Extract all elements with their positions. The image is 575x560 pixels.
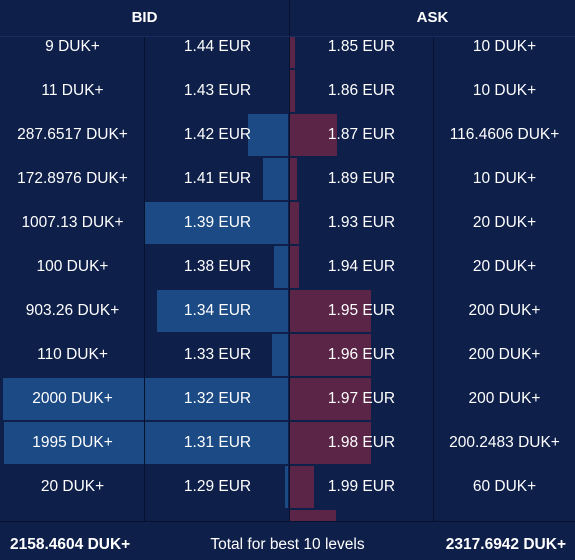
bid-depth-bar <box>3 378 288 420</box>
bid-quantity: 287.6517 DUK+ <box>17 126 128 143</box>
order-book-row[interactable]: 172.8976 DUK+ 1.41 EUR 1.89 EUR 10 DUK+ <box>0 157 575 201</box>
bid-quantity: 9 DUK+ <box>45 38 100 55</box>
bid-depth-bar <box>4 422 288 464</box>
ask-quantity: 20 DUK+ <box>472 258 537 275</box>
order-book-row[interactable]: 20 DUK+ 1.29 EUR 1.99 EUR 60 DUK+ <box>0 465 575 509</box>
order-book-header: BID ASK <box>0 0 575 37</box>
bid-column-header: BID <box>131 9 158 26</box>
bid-quantity: 20 DUK+ <box>40 478 105 495</box>
center-divider <box>289 37 290 521</box>
bid-quantity: 903.26 DUK+ <box>25 302 120 319</box>
bid-quantity: 110 DUK+ <box>37 346 108 363</box>
ask-quantity: 200 DUK+ <box>468 390 541 407</box>
bid-price: 1.33 EUR <box>183 346 252 363</box>
ask-depth-bar <box>289 290 371 332</box>
ask-price: 1.85 EUR <box>327 38 396 55</box>
bid-quantity: 1007.13 DUK+ <box>21 214 124 231</box>
bid-price: 1.38 EUR <box>183 258 252 275</box>
order-book-row[interactable]: 287.6517 DUK+ 1.42 EUR 1.87 EUR 116.4606… <box>0 113 575 157</box>
bid-quantity: 100 DUK+ <box>36 258 109 275</box>
order-book-row-partial <box>0 509 575 521</box>
ask-depth-bar <box>289 70 295 112</box>
order-book-row[interactable]: 1995 DUK+ 1.31 EUR 1.98 EUR 200.2483 DUK… <box>0 421 575 465</box>
ask-quantity: 200 DUK+ <box>468 346 541 363</box>
bid-price: 1.44 EUR <box>183 38 252 55</box>
ask-depth-bar <box>289 466 314 508</box>
bid-price: 1.41 EUR <box>183 170 252 187</box>
order-book-row[interactable]: 903.26 DUK+ 1.34 EUR 1.95 EUR 200 DUK+ <box>0 289 575 333</box>
ask-depth-bar <box>289 334 371 376</box>
ask-price: 1.96 EUR <box>327 346 396 363</box>
ask-price: 1.98 EUR <box>327 434 396 451</box>
ask-price: 1.87 EUR <box>327 126 396 143</box>
ask-price: 1.86 EUR <box>327 82 396 99</box>
ask-depth-bar <box>289 158 297 200</box>
totals-label: Total for best 10 levels <box>210 536 365 553</box>
ask-depth-bar <box>289 378 371 420</box>
ask-depth-bar <box>289 37 295 68</box>
ask-price: 1.99 EUR <box>327 478 396 495</box>
order-book-row[interactable]: 100 DUK+ 1.38 EUR 1.94 EUR 20 DUK+ <box>0 245 575 289</box>
bid-total: 2158.4604 DUK+ <box>10 536 131 553</box>
bid-depth-bar <box>272 334 288 376</box>
bid-quantity: 2000 DUK+ <box>32 390 113 407</box>
bid-depth-bar <box>157 290 288 332</box>
ask-quantity: 20 DUK+ <box>472 214 537 231</box>
ask-price: 1.94 EUR <box>327 258 396 275</box>
bid-price: 1.34 EUR <box>183 302 252 319</box>
order-book-row[interactable]: 9 DUK+ 1.44 EUR 1.85 EUR 10 DUK+ <box>0 37 575 69</box>
bid-depth-bar <box>263 158 288 200</box>
ask-quantity: 10 DUK+ <box>472 170 537 187</box>
ask-depth-bar <box>289 246 299 288</box>
bid-quantity: 1995 DUK+ <box>32 434 113 451</box>
ask-depth-bar <box>289 422 371 464</box>
ask-price: 1.93 EUR <box>327 214 396 231</box>
bid-price: 1.29 EUR <box>183 478 252 495</box>
ask-quantity: 116.4606 DUK+ <box>449 126 560 143</box>
bid-price: 1.32 EUR <box>183 390 252 407</box>
column-divider <box>144 37 145 521</box>
bid-price: 1.31 EUR <box>183 434 252 451</box>
bid-price: 1.39 EUR <box>183 214 252 231</box>
bid-depth-bar <box>248 114 288 156</box>
order-book-row[interactable]: 110 DUK+ 1.33 EUR 1.96 EUR 200 DUK+ <box>0 333 575 377</box>
ask-quantity: 60 DUK+ <box>472 478 537 495</box>
ask-price: 1.97 EUR <box>327 390 396 407</box>
ask-price: 1.89 EUR <box>327 170 396 187</box>
bid-depth-bar <box>144 202 288 244</box>
order-book-row[interactable]: 11 DUK+ 1.43 EUR 1.86 EUR 10 DUK+ <box>0 69 575 113</box>
ask-quantity: 10 DUK+ <box>472 38 537 55</box>
order-book-footer: Total for best 10 levels 2158.4604 DUK+ … <box>0 521 575 559</box>
ask-quantity: 200 DUK+ <box>468 302 541 319</box>
header-divider <box>289 0 290 36</box>
bid-price: 1.42 EUR <box>183 126 252 143</box>
order-book-row[interactable]: 2000 DUK+ 1.32 EUR 1.97 EUR 200 DUK+ <box>0 377 575 421</box>
ask-quantity: 200.2483 DUK+ <box>449 434 560 451</box>
column-divider <box>433 37 434 521</box>
ask-depth-bar <box>289 202 299 244</box>
bid-quantity: 11 DUK+ <box>41 82 104 99</box>
bid-depth-bar <box>285 466 288 508</box>
ask-price: 1.95 EUR <box>327 302 396 319</box>
ask-depth-bar <box>289 510 336 521</box>
order-book-rows: 9 DUK+ 1.44 EUR 1.85 EUR 10 DUK+ 11 DUK+… <box>0 37 575 521</box>
ask-depth-bar <box>289 114 337 156</box>
bid-depth-bar <box>274 246 288 288</box>
bid-price: 1.43 EUR <box>183 82 252 99</box>
ask-total: 2317.6942 DUK+ <box>445 536 566 553</box>
ask-column-header: ASK <box>416 9 449 26</box>
bid-quantity: 172.8976 DUK+ <box>17 170 128 187</box>
ask-quantity: 10 DUK+ <box>472 82 537 99</box>
order-book-row[interactable]: 1007.13 DUK+ 1.39 EUR 1.93 EUR 20 DUK+ <box>0 201 575 245</box>
